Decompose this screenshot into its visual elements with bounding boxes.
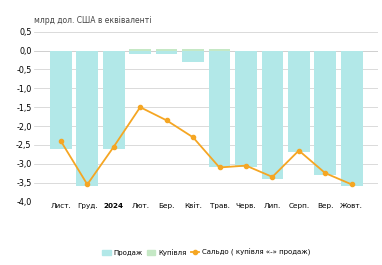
Bar: [314, 51, 336, 175]
Bar: [341, 51, 363, 186]
Bar: [288, 51, 310, 152]
Bar: [262, 51, 283, 179]
Text: млрд дол. США в еквіваленті: млрд дол. США в еквіваленті: [34, 16, 152, 25]
Bar: [182, 49, 204, 51]
Legend: Продаж, Купівля, Сальдо ( купівля «-» продаж): Продаж, Купівля, Сальдо ( купівля «-» пр…: [100, 246, 313, 259]
Bar: [156, 51, 178, 54]
Bar: [129, 49, 151, 51]
Bar: [235, 51, 257, 167]
Bar: [209, 51, 230, 167]
Bar: [129, 51, 151, 54]
Bar: [156, 49, 178, 51]
Bar: [209, 49, 230, 51]
Bar: [50, 51, 72, 149]
Bar: [76, 51, 98, 186]
Bar: [103, 51, 125, 149]
Bar: [182, 51, 204, 62]
